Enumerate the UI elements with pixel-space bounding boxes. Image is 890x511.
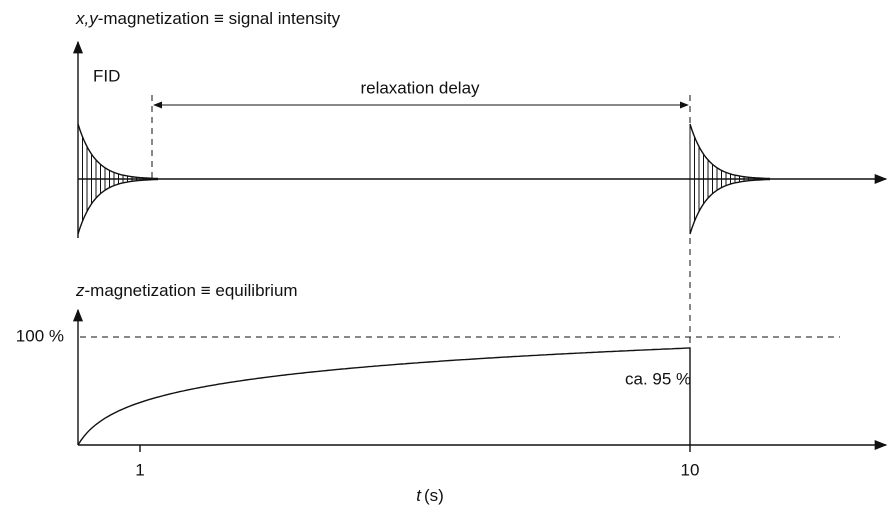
fid-envelope bbox=[689, 123, 771, 180]
x-axis-label: t (s) bbox=[416, 486, 444, 505]
axis-text: -magnetization ≡ signal intensity bbox=[98, 9, 341, 28]
axis-variable: t bbox=[416, 486, 422, 505]
x-tick-label: 10 bbox=[681, 460, 700, 479]
x-tick-label: 1 bbox=[135, 460, 144, 479]
level-label: 100 % bbox=[16, 326, 64, 345]
fid-envelope bbox=[689, 178, 771, 235]
axis-text: -magnetization ≡ equilibrium bbox=[85, 281, 298, 300]
fid-signals bbox=[77, 123, 771, 235]
axis-variable: x,y bbox=[75, 9, 99, 28]
reached-label: ca. 95 % bbox=[625, 369, 691, 388]
axis-variable: z bbox=[75, 281, 85, 300]
fid-envelope bbox=[77, 123, 159, 180]
bottom-axis-label: z-magnetization ≡ equilibrium bbox=[75, 281, 298, 300]
top-axis-label: x,y-magnetization ≡ signal intensity bbox=[75, 9, 341, 28]
fid-envelope bbox=[77, 178, 159, 235]
axis-unit: (s) bbox=[424, 486, 444, 505]
delay-label: relaxation delay bbox=[360, 78, 480, 97]
recovery-curve bbox=[77, 347, 691, 446]
fid-label: FID bbox=[93, 66, 120, 85]
